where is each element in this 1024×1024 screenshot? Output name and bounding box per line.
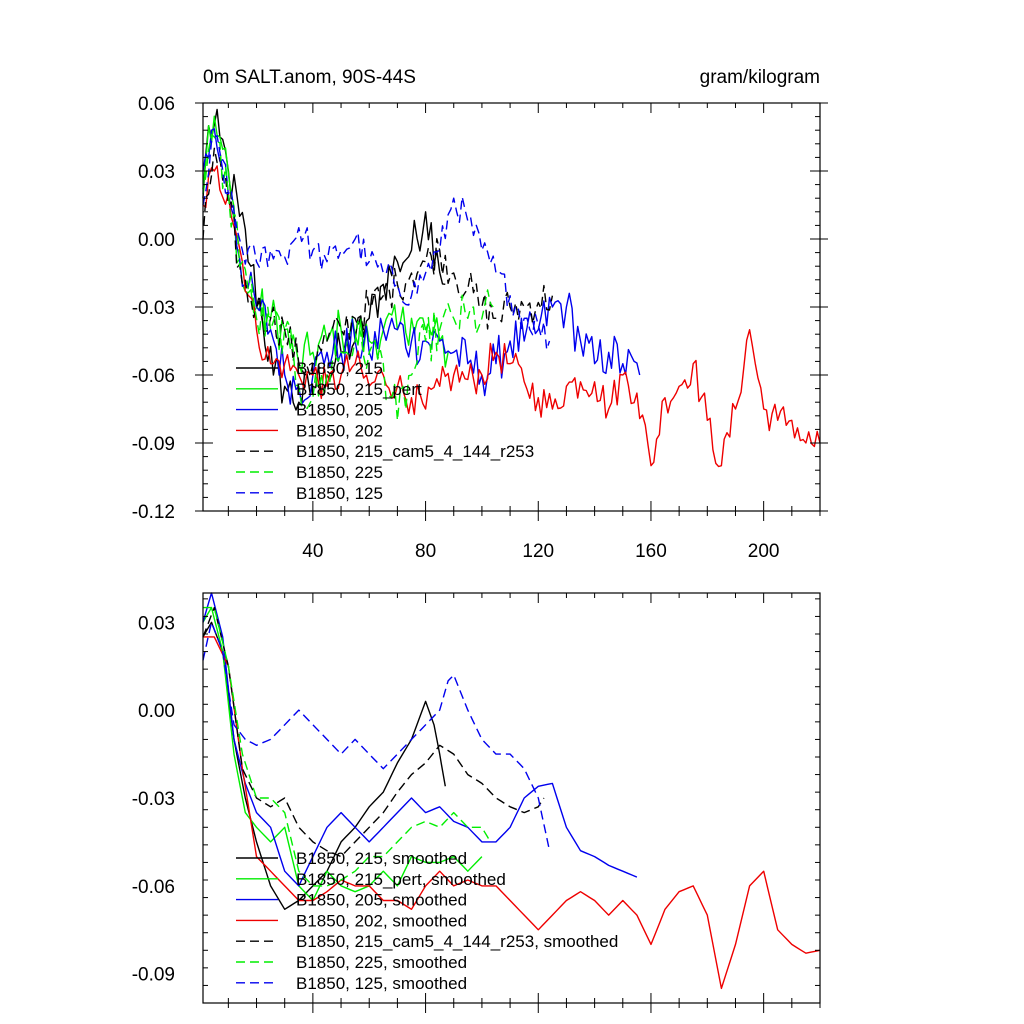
series-line-3 bbox=[203, 636, 821, 990]
legend-label: B1850, 225 bbox=[296, 463, 383, 482]
bottom-chart: 0.03 0.00 -0.03 -0.06 -0.09 B1850, 215, smoo… bbox=[132, 592, 821, 1013]
series-line-1 bbox=[202, 115, 449, 373]
legend-label: B1850, 202, smoothed bbox=[296, 911, 467, 930]
x-tick-label: 200 bbox=[748, 541, 780, 562]
x-tick-label: 80 bbox=[415, 541, 436, 562]
y-tick-label: -0.09 bbox=[132, 965, 175, 986]
bottom-chart-lines bbox=[202, 592, 821, 990]
legend-label: B1850, 215_pert, smoothed bbox=[296, 870, 506, 889]
series-line-6 bbox=[202, 621, 551, 851]
legend-label: B1850, 225, smoothed bbox=[296, 953, 467, 972]
legend-label: B1850, 125 bbox=[296, 484, 383, 503]
y-tick-label: -0.06 bbox=[132, 366, 175, 387]
legend-label: B1850, 215 bbox=[296, 359, 383, 378]
series-line-6 bbox=[202, 135, 551, 351]
legend-label: B1850, 215_cam5_4_144_r253 bbox=[296, 442, 534, 461]
y-tick-label: -0.12 bbox=[132, 502, 175, 523]
top-chart-title: 0m SALT.anom, 90S-44S bbox=[203, 67, 416, 88]
y-tick-label: -0.03 bbox=[132, 789, 175, 810]
series-line-4 bbox=[202, 606, 545, 858]
top-chart: 0m SALT.anom, 90S-44S gram/kilogram 40 80… bbox=[132, 67, 828, 562]
legend-label: B1850, 215_pert bbox=[296, 380, 422, 399]
legend-label: B1850, 215_cam5_4_144_r253, smoothed bbox=[296, 932, 618, 951]
legend-label: B1850, 202 bbox=[296, 421, 383, 440]
legend-label: B1850, 215, smoothed bbox=[296, 849, 467, 868]
x-tick-label: 160 bbox=[635, 541, 667, 562]
y-tick-label: -0.06 bbox=[132, 877, 175, 898]
x-tick-label: 120 bbox=[522, 541, 554, 562]
bottom-chart-legend: B1850, 215, smoothed B1850, 215_pert, smo… bbox=[236, 849, 618, 993]
y-tick-label: -0.03 bbox=[132, 298, 175, 319]
y-tick-label: 0.00 bbox=[138, 230, 175, 251]
series-line-1 bbox=[202, 606, 483, 902]
y-tick-label: 0.03 bbox=[138, 162, 175, 183]
top-chart-units: gram/kilogram bbox=[700, 67, 820, 88]
legend-label: B1850, 205 bbox=[296, 401, 383, 420]
top-chart-lines bbox=[202, 108, 821, 468]
series-line-2 bbox=[202, 128, 641, 405]
series-line-5 bbox=[202, 133, 494, 421]
legend-label: B1850, 205, smoothed bbox=[296, 891, 467, 910]
bottom-chart-frame bbox=[202, 592, 821, 1004]
series-line-2 bbox=[202, 592, 638, 887]
x-tick-label: 40 bbox=[302, 541, 323, 562]
y-tick-label: -0.09 bbox=[132, 434, 175, 455]
y-tick-label: 0.03 bbox=[138, 613, 175, 634]
y-tick-label: 0.00 bbox=[138, 701, 175, 722]
bottom-chart-ticks: 0.03 0.00 -0.03 -0.06 -0.09 bbox=[132, 593, 821, 1013]
series-line-5 bbox=[203, 606, 492, 887]
series-line-0 bbox=[202, 108, 446, 411]
y-tick-label: 0.06 bbox=[138, 94, 175, 115]
series-line-3 bbox=[202, 165, 821, 468]
top-chart-ticks: 40 80 120 160 200 0.06 0.03 0.00 -0.03 -0.06 -0.09… bbox=[132, 94, 828, 562]
legend-label: B1850, 125, smoothed bbox=[296, 974, 467, 993]
